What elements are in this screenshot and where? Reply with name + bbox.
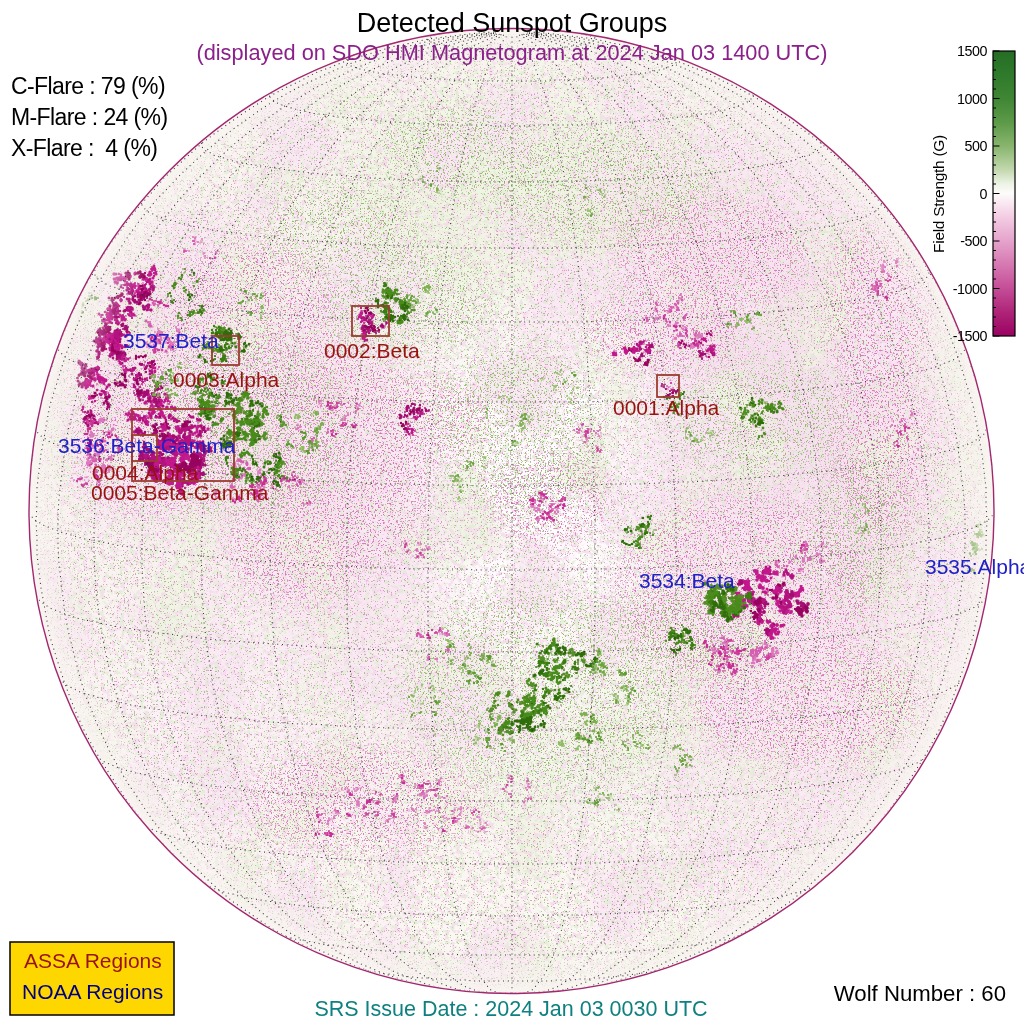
svg-text:Detected Sunspot Groups: Detected Sunspot Groups [357, 8, 668, 38]
svg-text:3534:Beta: 3534:Beta [639, 569, 735, 592]
svg-text:-500: -500 [960, 233, 987, 249]
svg-text:(displayed on SDO HMI Magnetog: (displayed on SDO HMI Magnetogram at 202… [196, 40, 827, 65]
svg-text:-1000: -1000 [953, 281, 988, 297]
svg-text:500: 500 [964, 138, 987, 154]
svg-text:3537:Beta: 3537:Beta [123, 329, 219, 352]
svg-text:C-Flare : 79 (%): C-Flare : 79 (%) [11, 73, 165, 99]
svg-text:NOAA Regions: NOAA Regions [22, 980, 163, 1003]
svg-text:0: 0 [979, 186, 987, 202]
svg-text:X-Flare : 4 (%): X-Flare : 4 (%) [11, 135, 157, 161]
svg-text:Field Strength (G): Field Strength (G) [930, 135, 947, 253]
svg-text:0002:Beta: 0002:Beta [324, 339, 420, 362]
svg-text:3536:Beta-Gamma: 3536:Beta-Gamma [58, 434, 236, 457]
svg-text:-1500: -1500 [953, 328, 988, 344]
svg-text:Wolf Number : 60: Wolf Number : 60 [834, 981, 1006, 1006]
svg-text:M-Flare : 24 (%): M-Flare : 24 (%) [11, 104, 168, 130]
svg-text:0003:Alpha: 0003:Alpha [173, 368, 280, 391]
svg-text:3535:Alpha: 3535:Alpha [925, 555, 1024, 578]
svg-text:1500: 1500 [957, 43, 988, 59]
svg-text:0001:Alpha: 0001:Alpha [613, 396, 720, 419]
svg-text:ASSA Regions: ASSA Regions [24, 949, 162, 972]
svg-text:SRS Issue Date : 2024 Jan 03 0: SRS Issue Date : 2024 Jan 03 0030 UTC [314, 997, 707, 1021]
svg-text:0005:Beta-Gamma: 0005:Beta-Gamma [91, 481, 269, 504]
svg-text:1000: 1000 [957, 91, 988, 107]
